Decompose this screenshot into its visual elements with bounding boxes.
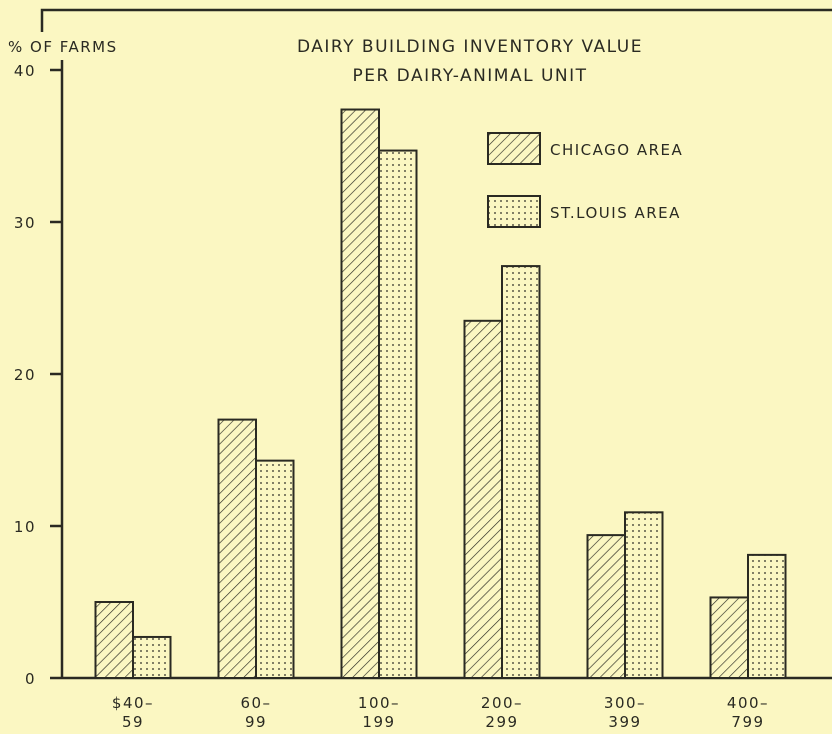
bar xyxy=(132,635,172,680)
legend-swatch xyxy=(487,195,541,228)
legend-label: ST.LOUIS AREA xyxy=(550,204,681,222)
x-tick-label: $40– 59 xyxy=(112,694,154,731)
y-tick-label: 30 xyxy=(14,214,36,232)
bar xyxy=(624,511,664,679)
x-tick-label: 400– 799 xyxy=(727,694,769,731)
y-tick-label: 40 xyxy=(14,62,36,80)
bar xyxy=(747,553,787,680)
bar xyxy=(340,108,380,679)
x-tick-label: 300– 399 xyxy=(604,694,646,731)
x-tick-label: 200– 299 xyxy=(481,694,523,731)
y-tick-label: 20 xyxy=(14,366,36,384)
x-tick-label: 60– 99 xyxy=(240,694,271,731)
legend-label: CHICAGO AREA xyxy=(550,141,683,159)
bar xyxy=(217,418,257,679)
y-axis-label: % OF FARMS xyxy=(8,38,118,56)
bar xyxy=(378,149,418,679)
bar xyxy=(463,319,503,679)
bar xyxy=(586,534,626,679)
bar xyxy=(709,596,749,679)
y-tick-label: 10 xyxy=(14,518,36,536)
bar xyxy=(94,601,134,679)
bar xyxy=(255,459,295,680)
x-tick-label: 100– 199 xyxy=(358,694,400,731)
legend-swatch xyxy=(487,132,541,165)
y-tick-label: 0 xyxy=(25,670,36,688)
bar xyxy=(501,265,541,679)
frame xyxy=(40,8,832,32)
chart-title: DAIRY BUILDING INVENTORY VALUE PER DAIRY-… xyxy=(297,37,643,86)
